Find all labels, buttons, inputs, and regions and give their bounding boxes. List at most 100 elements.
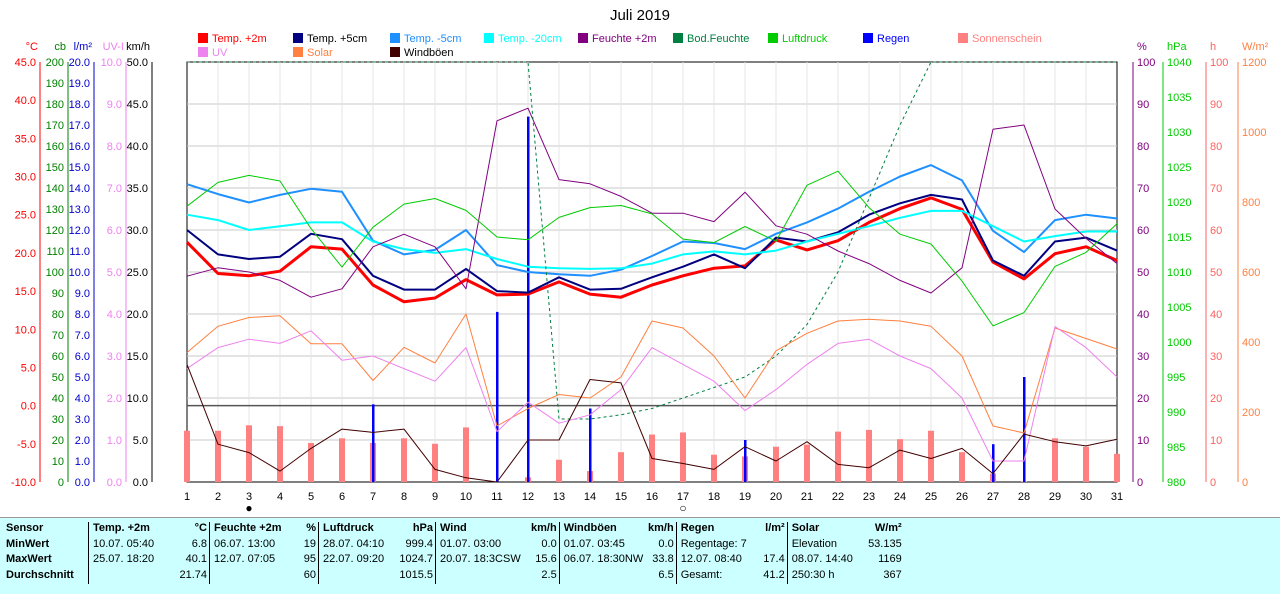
x-tick-label: 5 <box>308 491 314 503</box>
axis-tick-label: 20.0 <box>69 57 90 69</box>
legend-item: UV <box>198 47 228 59</box>
x-tick-label: 7 <box>370 491 376 503</box>
summary-header: Luftdruck <box>319 522 398 538</box>
sunshine-bar <box>184 431 190 482</box>
axis-tick-label: 0 <box>1210 477 1216 489</box>
axis-unit-label: UV-I <box>103 41 124 53</box>
legend-item: Temp. -20cm <box>484 33 562 45</box>
legend-item: Bod.Feuchte <box>673 33 749 45</box>
axis-tick-label: 80 <box>52 309 64 321</box>
axis-tick-label: -5.0 <box>17 439 36 451</box>
axis-tick-label: 100 <box>1210 57 1228 69</box>
x-tick-label: 25 <box>925 491 937 503</box>
summary-cell: 999.4 <box>397 538 436 554</box>
x-tick-label: 29 <box>1049 491 1061 503</box>
summary-header: Solar <box>787 522 864 538</box>
axis-unit-label: l/m² <box>74 41 93 53</box>
axis-tick-label: 15.0 <box>69 162 90 174</box>
axis-tick-label: 10 <box>52 456 64 468</box>
summary-header: Regen <box>676 522 757 538</box>
summary-cell: 2.5 <box>523 569 560 585</box>
x-tick-label: 24 <box>894 491 906 503</box>
legend-label: Luftdruck <box>782 33 828 45</box>
axis-tick-label: 13.0 <box>69 204 90 216</box>
x-tick-label: 21 <box>801 491 813 503</box>
legend-item: Temp. +2m <box>198 33 267 45</box>
axis-tick-label: 0.0 <box>21 401 36 413</box>
axis-tick-label: 15.0 <box>15 286 36 298</box>
axis-tick-label: 90 <box>1137 99 1149 111</box>
legend-swatch <box>390 33 400 43</box>
legend-item: Luftdruck <box>768 33 828 45</box>
legend-swatch <box>293 33 303 43</box>
legend-swatch <box>768 33 778 43</box>
axis-tick-label: 20 <box>1210 393 1222 405</box>
summary-header: l/m² <box>757 522 788 538</box>
summary-cell: 60 <box>292 569 319 585</box>
axis-tick-label: 50 <box>1137 267 1149 279</box>
axis-tick-label: 0 <box>58 477 64 489</box>
axis-tick-label: 6.0 <box>75 351 90 363</box>
axis-l/m²: l/m²20.019.018.017.016.015.014.013.012.0… <box>69 41 94 489</box>
summary-header: Sensor <box>4 522 89 538</box>
axis-tick-label: 8.0 <box>107 141 122 153</box>
axis-hPa: hPa1040103510301025102010151010100510009… <box>1163 41 1191 489</box>
summary-cell: Gesamt: <box>676 569 757 585</box>
sunshine-bar <box>463 427 469 482</box>
sunshine-bar <box>618 452 624 482</box>
axis-tick-label: 70 <box>52 330 64 342</box>
summary-header: W/m² <box>864 522 904 538</box>
rain-bar <box>589 409 592 483</box>
x-tick-label: 4 <box>277 491 283 503</box>
axis-tick-label: 9.0 <box>107 99 122 111</box>
legend-label: Temp. -5cm <box>404 33 461 45</box>
axis-tick-label: 990 <box>1167 407 1185 419</box>
axis-tick-label: 20 <box>1137 393 1149 405</box>
summary-cell: 01.07. 03:45 <box>559 538 646 554</box>
axis-tick-label: 15.0 <box>127 351 148 363</box>
summary-row-label: MaxWert <box>4 553 89 569</box>
legend-swatch <box>673 33 683 43</box>
axis-tick-label: 7.0 <box>75 330 90 342</box>
weather-chart: Juli 2019°C45.040.035.030.025.020.015.01… <box>0 0 1280 514</box>
axis-tick-label: 60 <box>1137 225 1149 237</box>
axis-tick-label: 20 <box>52 435 64 447</box>
axis-°C: °C45.040.035.030.025.020.015.010.05.00.0… <box>11 41 40 489</box>
x-tick-label: 31 <box>1111 491 1123 503</box>
summary-cell: 33.8 <box>646 553 677 569</box>
axis-tick-label: 0.0 <box>75 477 90 489</box>
axis-tick-label: 30.0 <box>15 172 36 184</box>
axis-tick-label: 10 <box>1210 435 1222 447</box>
axis-tick-label: 30 <box>1137 351 1149 363</box>
sunshine-bar <box>959 452 965 482</box>
axis-tick-label: 400 <box>1242 337 1260 349</box>
axis-tick-label: 10.0 <box>69 267 90 279</box>
axis-tick-label: 5.0 <box>21 362 36 374</box>
sunshine-bar <box>1083 447 1089 482</box>
axis-tick-label: 200 <box>46 57 64 69</box>
legend-swatch <box>198 47 208 57</box>
axis-tick-label: 7.0 <box>107 183 122 195</box>
sunshine-bar <box>897 439 903 482</box>
x-tick-label: 16 <box>646 491 658 503</box>
axis-tick-label: 5.0 <box>75 372 90 384</box>
axis-tick-label: 5.0 <box>107 267 122 279</box>
x-tick-label: 19 <box>739 491 751 503</box>
axis-tick-label: 200 <box>1242 407 1260 419</box>
summary-cell: 0.0 <box>523 538 560 554</box>
summary-table: Sensor Temp. +2m °C Feuchte +2m % Luftdr… <box>4 522 904 584</box>
summary-cell: 06.07. 18:30NW <box>559 553 646 569</box>
axis-tick-label: 8.0 <box>75 309 90 321</box>
summary-row-label: Durchschnitt <box>4 569 89 585</box>
summary-header: Windböen <box>559 522 646 538</box>
axis-tick-label: 160 <box>46 141 64 153</box>
chart-title: Juli 2019 <box>610 7 670 24</box>
legend-label: Windböen <box>404 47 454 59</box>
axis-tick-label: 985 <box>1167 442 1185 454</box>
summary-header: Feuchte +2m <box>210 522 293 538</box>
summary-cell: 22.07. 09:20 <box>319 553 398 569</box>
summary-cell: 6.8 <box>165 538 210 554</box>
summary-header: km/h <box>523 522 560 538</box>
x-tick-label: 12 <box>522 491 534 503</box>
axis-tick-label: 20.0 <box>127 309 148 321</box>
